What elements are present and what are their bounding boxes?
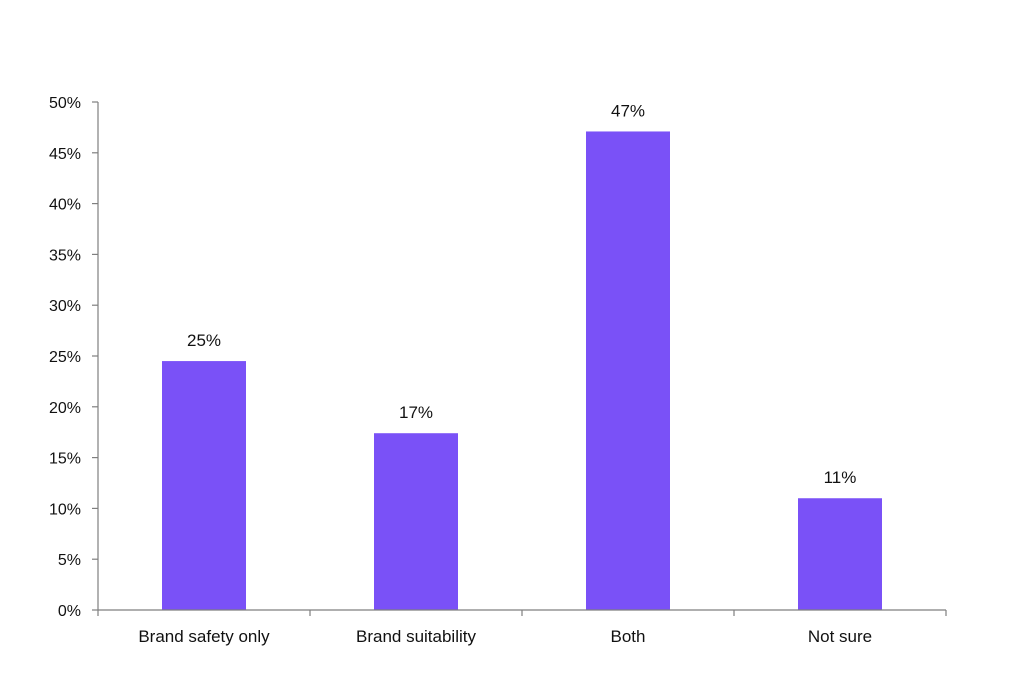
bar xyxy=(374,433,458,610)
data-label: 25% xyxy=(187,331,221,350)
ticks-layer xyxy=(92,101,947,616)
x-category-label: Brand suitability xyxy=(356,627,477,646)
y-tick-label: 45% xyxy=(49,146,81,163)
bar xyxy=(798,498,882,610)
y-tick-label: 35% xyxy=(49,247,81,264)
data-label: 17% xyxy=(399,403,433,422)
x-category-label: Not sure xyxy=(808,627,872,646)
y-tick-label: 50% xyxy=(49,95,81,112)
bars-layer xyxy=(162,131,882,611)
y-tick-label: 10% xyxy=(49,501,81,518)
y-tick-label: 30% xyxy=(49,298,81,315)
x-category-label: Brand safety only xyxy=(138,627,270,646)
y-tick-label: 15% xyxy=(49,451,81,468)
data-label: 47% xyxy=(611,101,645,120)
x-category-label: Both xyxy=(611,627,646,646)
y-tick-label: 40% xyxy=(49,197,81,214)
labels-layer: 0% 5% 10% 15% 20% 25% 30% 35% 40% 45% 50% 25% Brand … xyxy=(49,95,872,646)
bar xyxy=(162,361,246,610)
y-tick-label: 25% xyxy=(49,349,81,366)
data-label: 11% xyxy=(824,468,857,487)
bar xyxy=(586,131,670,611)
y-tick-label: 20% xyxy=(49,400,81,417)
y-tick-label: 0% xyxy=(58,603,81,620)
y-tick-label: 5% xyxy=(58,552,81,569)
